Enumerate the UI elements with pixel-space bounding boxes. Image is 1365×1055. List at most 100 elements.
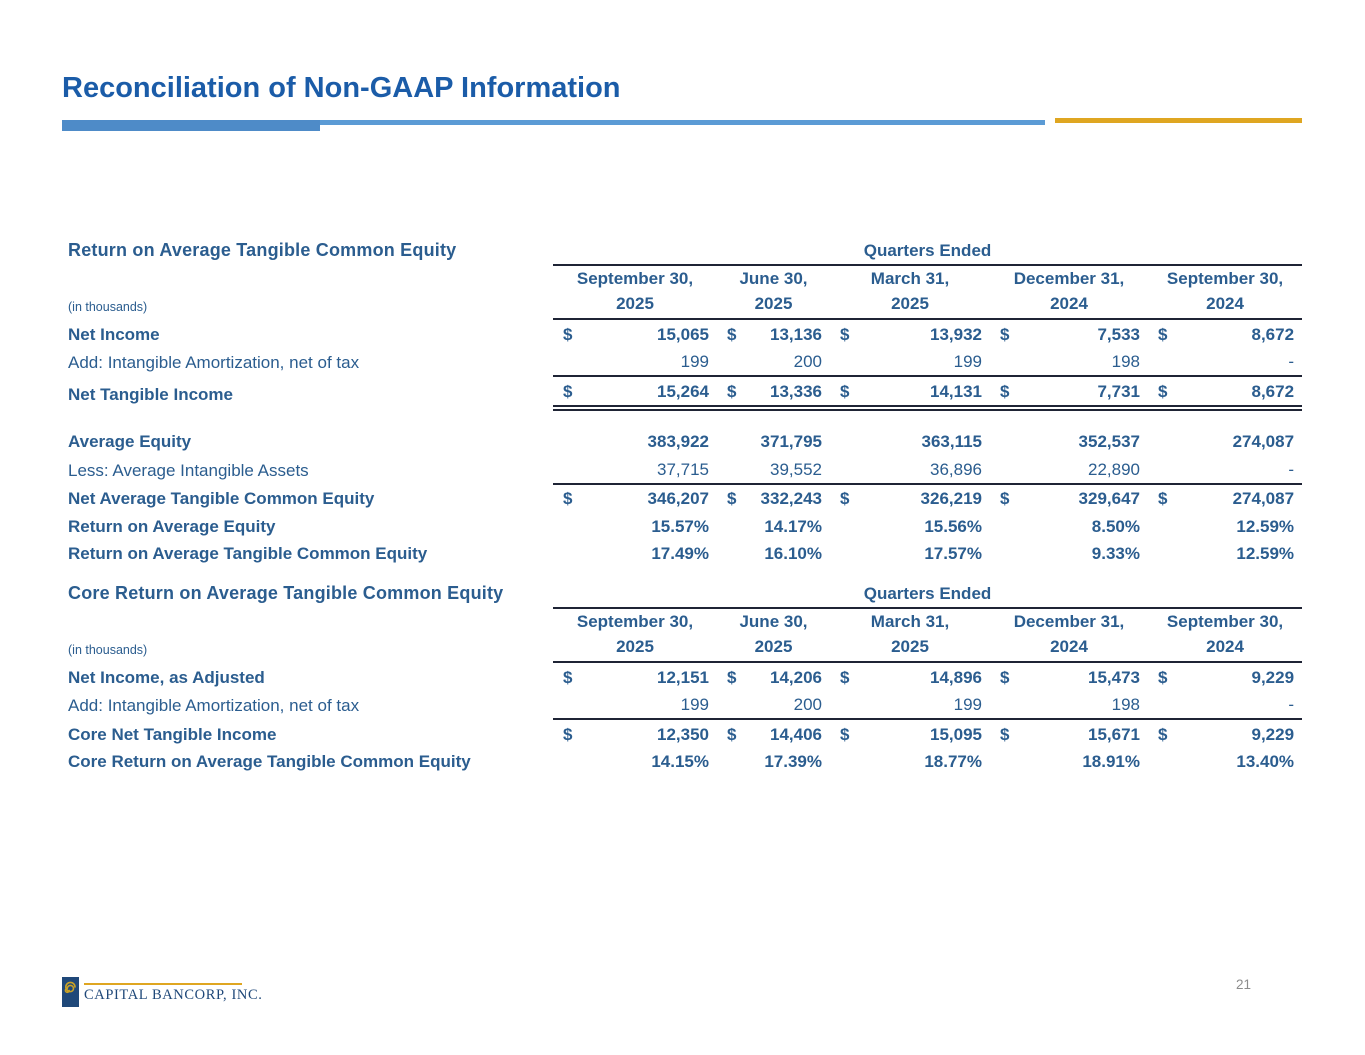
- value-cell: 14,406: [770, 724, 822, 744]
- page-number: 21: [1236, 977, 1252, 992]
- quarters-ended-label: Quarters Ended: [553, 583, 1303, 609]
- footer-logo: CAPITAL BANCORP, INC.: [62, 977, 262, 1007]
- dollar-sign-cell: [717, 540, 743, 568]
- dollar-sign-cell: [717, 512, 743, 540]
- dollar-sign-cell: $: [727, 667, 737, 687]
- dollar-sign-cell: [553, 690, 583, 720]
- dollar-sign-cell: $: [990, 376, 1020, 411]
- table-row: Return on Average Equity 15.57% 14.17% 15.5…: [62, 512, 1302, 540]
- value-cell: 332,243: [760, 489, 822, 508]
- dollar-sign-cell: [990, 428, 1020, 456]
- value-cell: 383,922: [647, 432, 709, 451]
- value-cell: 14.17%: [764, 516, 822, 536]
- table-row: Less: Average Intangible Assets 37,715 39,…: [62, 455, 1303, 485]
- dollar-sign-cell: [990, 347, 1020, 377]
- dollar-sign-cell: $: [1158, 324, 1168, 344]
- dollar-sign-cell: $: [840, 324, 850, 344]
- table-row: Add: Intangible Amortization, net of tax…: [62, 347, 1303, 377]
- value-cell: 18.91%: [1082, 752, 1140, 771]
- value-cell: 12.59%: [1236, 516, 1295, 536]
- table-row: Net Average Tangible Common Equity $346,2…: [62, 484, 1302, 513]
- column-header: September 30, 2024: [1148, 265, 1303, 320]
- table-row: Add: Intangible Amortization, net of tax…: [62, 690, 1303, 720]
- dollar-sign-cell: [1148, 347, 1176, 377]
- value-cell: 7,731: [1020, 376, 1148, 411]
- accent-bar-gold: [1055, 118, 1302, 123]
- gold-spiral-icon: [62, 977, 79, 1007]
- value-cell: 13.40%: [1236, 752, 1295, 771]
- value-cell: 352,537: [1078, 432, 1140, 451]
- column-header: March 31, 2025: [830, 608, 990, 663]
- value-cell: 12,151: [657, 667, 709, 687]
- value-cell: 14,206: [770, 667, 822, 687]
- dollar-sign-cell: $: [1000, 667, 1010, 687]
- row-label: Return on Average Equity: [68, 516, 276, 536]
- column-header-row: (in thousands) September 30, 2025 June 30,…: [62, 265, 1303, 320]
- row-label: Average Equity: [68, 432, 192, 451]
- dollar-sign-cell: $: [563, 324, 573, 344]
- value-cell: 22,890: [1020, 455, 1148, 485]
- value-cell: 326,219: [920, 489, 982, 508]
- value-cell: -: [1176, 690, 1303, 720]
- dollar-sign-cell: $: [1000, 324, 1010, 344]
- dollar-sign-cell: $: [830, 376, 860, 411]
- row-label: Return on Average Tangible Common Equity: [68, 544, 428, 563]
- value-cell: 9.33%: [1091, 544, 1140, 563]
- value-cell: 15,095: [930, 724, 982, 744]
- value-cell: 17.49%: [651, 544, 709, 563]
- dollar-sign-cell: $: [840, 667, 850, 687]
- table-header-row: Core Return on Average Tangible Common E…: [62, 583, 1303, 609]
- column-header-row: (in thousands) September 30, 2025 June 30,…: [62, 608, 1303, 663]
- accent-bar-thick-blue: [62, 120, 320, 131]
- dollar-sign-cell: $: [727, 724, 737, 744]
- units-note: (in thousands): [68, 300, 148, 314]
- value-cell: 199: [583, 690, 717, 720]
- company-name: CAPITAL BANCORP, INC.: [84, 987, 263, 1003]
- value-cell: 363,115: [921, 432, 982, 451]
- dollar-sign-cell: $: [1000, 489, 1010, 508]
- dollar-sign-cell: $: [727, 324, 737, 344]
- value-cell: 39,552: [743, 455, 830, 485]
- dollar-sign-cell: [1148, 455, 1176, 485]
- value-cell: 15.57%: [651, 516, 709, 536]
- row-label: Net Tangible Income: [68, 384, 233, 404]
- table-row: Net Income, as Adjusted $12,151 $14,206 $14…: [62, 662, 1302, 691]
- value-cell: 18.77%: [924, 752, 982, 771]
- dollar-sign-cell: $: [840, 489, 850, 508]
- value-cell: 274,087: [1232, 432, 1295, 451]
- row-label: Net Income: [68, 324, 160, 344]
- value-cell: 8,672: [1176, 376, 1303, 411]
- value-cell: 12,350: [657, 724, 709, 744]
- table-row: Core Return on Average Tangible Common E…: [62, 748, 1302, 776]
- dollar-sign-cell: [1148, 512, 1176, 540]
- dollar-sign-cell: [830, 512, 860, 540]
- dollar-sign-cell: [990, 748, 1020, 776]
- dollar-sign-cell: [717, 690, 743, 720]
- value-cell: 8,672: [1251, 324, 1295, 344]
- row-label: Core Net Tangible Income: [68, 724, 277, 744]
- value-cell: 200: [743, 347, 830, 377]
- dollar-sign-cell: [990, 690, 1020, 720]
- financial-table: Core Return on Average Tangible Common E…: [62, 583, 1303, 776]
- value-cell: 8.50%: [1091, 516, 1140, 536]
- row-label: Core Return on Average Tangible Common E…: [68, 752, 471, 771]
- table-row: Return on Average Tangible Common Equity…: [62, 540, 1302, 568]
- dollar-sign-cell: [990, 540, 1020, 568]
- dollar-sign-cell: [830, 455, 860, 485]
- value-cell: 17.39%: [764, 752, 822, 771]
- dollar-sign-cell: [1148, 690, 1176, 720]
- value-cell: 14,131: [860, 376, 990, 411]
- value-cell: 200: [743, 690, 830, 720]
- value-cell: 36,896: [860, 455, 990, 485]
- dollar-sign-cell: $: [727, 489, 737, 508]
- dollar-sign-cell: $: [1148, 376, 1176, 411]
- value-cell: 15,264: [583, 376, 717, 411]
- dollar-sign-cell: [830, 428, 860, 456]
- row-label: Net Income, as Adjusted: [68, 667, 265, 687]
- value-cell: 371,795: [760, 432, 822, 451]
- value-cell: 15.56%: [924, 516, 982, 536]
- column-header: June 30, 2025: [717, 265, 830, 320]
- logo-gold-rule: [84, 983, 242, 985]
- value-cell: 15,065: [657, 324, 709, 344]
